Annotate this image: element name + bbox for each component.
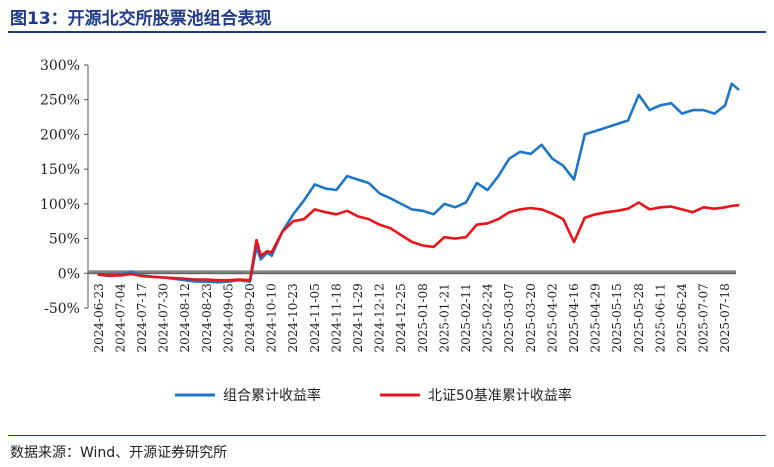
series-line-2	[97, 201, 740, 282]
x-tick-label: 2024-11-05	[308, 283, 322, 352]
x-tick-label: 2024-11-29	[351, 283, 365, 352]
y-tick-label: 150%	[40, 162, 80, 178]
x-tick-label: 2024-09-20	[243, 283, 257, 352]
y-tick-label: -50%	[44, 301, 80, 317]
x-tick-label: 2024-06-23	[92, 283, 106, 352]
series-line-1	[97, 82, 740, 284]
source-note: 数据来源：Wind、开源证券研究所	[10, 445, 228, 461]
x-axis: 2024-06-23 2024-07-04 2024-07-17 2024-07-30…	[88, 270, 736, 352]
x-tick-label: 2024-07-30	[157, 283, 171, 352]
title-divider	[8, 31, 766, 33]
legend-label-1: 组合累计收益率	[223, 387, 321, 404]
x-tick-label: 2024-09-05	[221, 283, 235, 352]
y-tick-label: 100%	[40, 197, 80, 213]
x-tick-label: 2025-04-16	[567, 283, 581, 352]
x-tick-label: 2025-01-08	[416, 283, 430, 352]
series-layer	[97, 82, 740, 284]
x-tick-label: 2024-10-10	[265, 283, 279, 352]
figure-title: 图13：开源北交所股票池组合表现	[10, 9, 272, 29]
x-tick-label: 2024-12-25	[394, 283, 408, 352]
x-tick-label: 2025-02-24	[481, 283, 495, 353]
line-chart: -50% 0% 50% 100% 150% 200% 250% 300% 2024-06-23…	[40, 58, 740, 404]
y-tick-label: 0%	[58, 266, 80, 282]
legend: 组合累计收益率 北证50基准累计收益率	[175, 387, 572, 404]
x-axis-tick-band	[88, 270, 736, 275]
x-tick-label: 2024-12-12	[373, 283, 387, 352]
x-tick-label: 2025-07-18	[718, 283, 732, 352]
source-divider	[8, 435, 766, 436]
y-tick-label: 200%	[40, 127, 80, 143]
x-tick-label: 2024-07-04	[113, 283, 127, 353]
x-tick-label: 2024-08-23	[200, 283, 214, 352]
x-tick-label: 2025-07-07	[697, 283, 711, 352]
x-tick-label: 2024-10-23	[286, 283, 300, 352]
y-tick-label: 50%	[49, 232, 80, 248]
x-tick-label: 2024-07-17	[135, 283, 149, 352]
x-tick-label: 2024-11-18	[329, 283, 343, 352]
x-tick-label: 2025-06-11	[653, 283, 667, 352]
x-tick-label: 2025-05-28	[632, 283, 646, 352]
x-tick-label: 2025-06-24	[675, 283, 689, 353]
x-tick-label: 2025-03-20	[524, 283, 538, 352]
legend-label-2: 北证50基准累计收益率	[428, 387, 572, 404]
x-tick-label: 2025-05-15	[610, 283, 624, 352]
y-axis: -50% 0% 50% 100% 150% 200% 250% 300%	[40, 58, 89, 317]
x-tick-label: 2025-02-11	[459, 283, 473, 352]
x-tick-label: 2025-04-29	[589, 283, 603, 352]
y-tick-label: 300%	[40, 58, 80, 74]
x-tick-label: 2024-08-12	[178, 283, 192, 352]
x-tick-label: 2025-03-07	[502, 283, 516, 352]
x-tick-label: 2025-04-02	[545, 283, 559, 352]
x-tick-label: 2025-01-21	[437, 283, 451, 352]
y-tick-label: 250%	[40, 93, 80, 109]
